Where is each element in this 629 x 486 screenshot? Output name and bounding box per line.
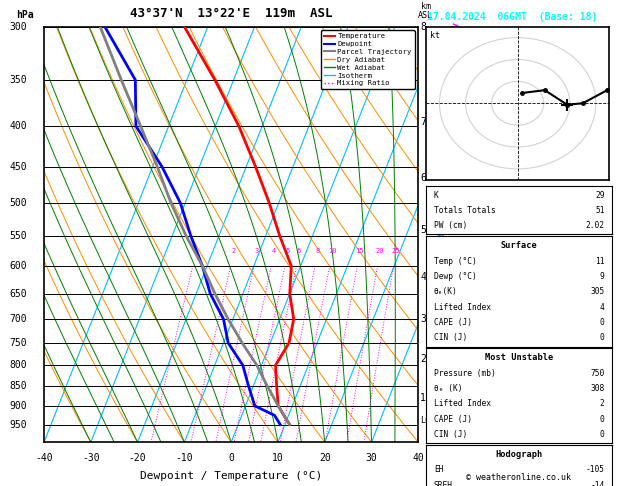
Text: 5: 5: [286, 248, 290, 254]
Text: 2: 2: [600, 399, 604, 408]
Text: 8: 8: [315, 248, 320, 254]
Text: 1: 1: [194, 248, 198, 254]
Text: 600: 600: [9, 261, 27, 271]
Text: -30: -30: [82, 452, 99, 463]
Text: 30: 30: [365, 452, 377, 463]
Text: 20: 20: [376, 248, 384, 254]
Legend: Temperature, Dewpoint, Parcel Trajectory, Dry Adiabat, Wet Adiabat, Isotherm, Mi: Temperature, Dewpoint, Parcel Trajectory…: [321, 30, 415, 89]
Text: -14: -14: [591, 481, 604, 486]
Text: PW (cm): PW (cm): [434, 221, 467, 230]
Text: 308: 308: [591, 384, 604, 393]
Text: Hodograph: Hodograph: [496, 450, 543, 459]
Text: 40: 40: [413, 452, 424, 463]
Text: CAPE (J): CAPE (J): [434, 415, 472, 424]
Text: 7: 7: [420, 117, 426, 127]
Text: Surface: Surface: [501, 242, 538, 250]
Text: -40: -40: [35, 452, 53, 463]
Text: 850: 850: [9, 381, 27, 391]
Text: 300: 300: [9, 22, 27, 32]
Text: 500: 500: [9, 198, 27, 208]
Text: hPa: hPa: [16, 11, 34, 20]
Text: 0: 0: [600, 318, 604, 327]
Text: 2.02: 2.02: [586, 221, 604, 230]
Text: kt: kt: [430, 31, 440, 40]
Text: Dewp (°C): Dewp (°C): [434, 272, 477, 281]
Text: 750: 750: [9, 338, 27, 348]
Text: 4: 4: [420, 272, 426, 282]
Text: CIN (J): CIN (J): [434, 333, 467, 342]
Text: 450: 450: [9, 162, 27, 172]
Text: Temp (°C): Temp (°C): [434, 257, 477, 266]
Text: Dewpoint / Temperature (°C): Dewpoint / Temperature (°C): [140, 471, 322, 481]
Text: 51: 51: [595, 206, 604, 215]
Text: 5: 5: [420, 225, 426, 235]
Text: 4: 4: [600, 302, 604, 312]
Text: 15: 15: [355, 248, 364, 254]
Text: 3: 3: [420, 314, 426, 324]
Text: θₑ (K): θₑ (K): [434, 384, 462, 393]
Text: 11: 11: [595, 257, 604, 266]
Text: 29: 29: [595, 191, 604, 200]
Text: -10: -10: [175, 452, 193, 463]
Text: 350: 350: [9, 75, 27, 85]
Text: Mixing Ratio (g/kg): Mixing Ratio (g/kg): [438, 187, 447, 282]
Text: EH: EH: [434, 466, 443, 474]
Text: 800: 800: [9, 360, 27, 370]
Text: LCL: LCL: [420, 417, 435, 425]
Text: 0: 0: [600, 430, 604, 439]
Text: Lifted Index: Lifted Index: [434, 302, 491, 312]
Text: 2: 2: [420, 354, 426, 364]
Text: 0: 0: [600, 415, 604, 424]
Text: 2: 2: [231, 248, 235, 254]
Text: θₑ(K): θₑ(K): [434, 287, 458, 296]
Text: 1: 1: [420, 393, 426, 403]
Text: 900: 900: [9, 401, 27, 411]
Text: 4: 4: [272, 248, 276, 254]
Text: 9: 9: [600, 272, 604, 281]
Text: 3: 3: [255, 248, 259, 254]
Text: 700: 700: [9, 314, 27, 324]
Text: 6: 6: [420, 173, 426, 183]
Text: 10: 10: [272, 452, 284, 463]
Text: 0: 0: [600, 333, 604, 342]
Text: SREH: SREH: [434, 481, 453, 486]
Text: 400: 400: [9, 121, 27, 131]
Text: Most Unstable: Most Unstable: [485, 353, 554, 363]
Text: km
ASL: km ASL: [418, 2, 433, 20]
Text: 750: 750: [591, 369, 604, 378]
Text: 20: 20: [319, 452, 331, 463]
Text: -105: -105: [586, 466, 604, 474]
Text: Totals Totals: Totals Totals: [434, 206, 496, 215]
Text: 950: 950: [9, 419, 27, 430]
Text: 8: 8: [420, 22, 426, 32]
Text: CIN (J): CIN (J): [434, 430, 467, 439]
Text: 10: 10: [328, 248, 337, 254]
Text: 550: 550: [9, 231, 27, 241]
Text: CAPE (J): CAPE (J): [434, 318, 472, 327]
Text: 6: 6: [297, 248, 301, 254]
Text: 17.04.2024  06GMT  (Base: 18): 17.04.2024 06GMT (Base: 18): [428, 12, 598, 22]
Text: 650: 650: [9, 289, 27, 298]
Text: 305: 305: [591, 287, 604, 296]
Text: Lifted Index: Lifted Index: [434, 399, 491, 408]
Text: -20: -20: [129, 452, 147, 463]
Text: K: K: [434, 191, 438, 200]
Text: 25: 25: [391, 248, 400, 254]
Text: 0: 0: [228, 452, 234, 463]
Text: © weatheronline.co.uk: © weatheronline.co.uk: [467, 473, 571, 482]
Text: Pressure (mb): Pressure (mb): [434, 369, 496, 378]
Text: 43°37'N  13°22'E  119m  ASL: 43°37'N 13°22'E 119m ASL: [130, 7, 332, 20]
